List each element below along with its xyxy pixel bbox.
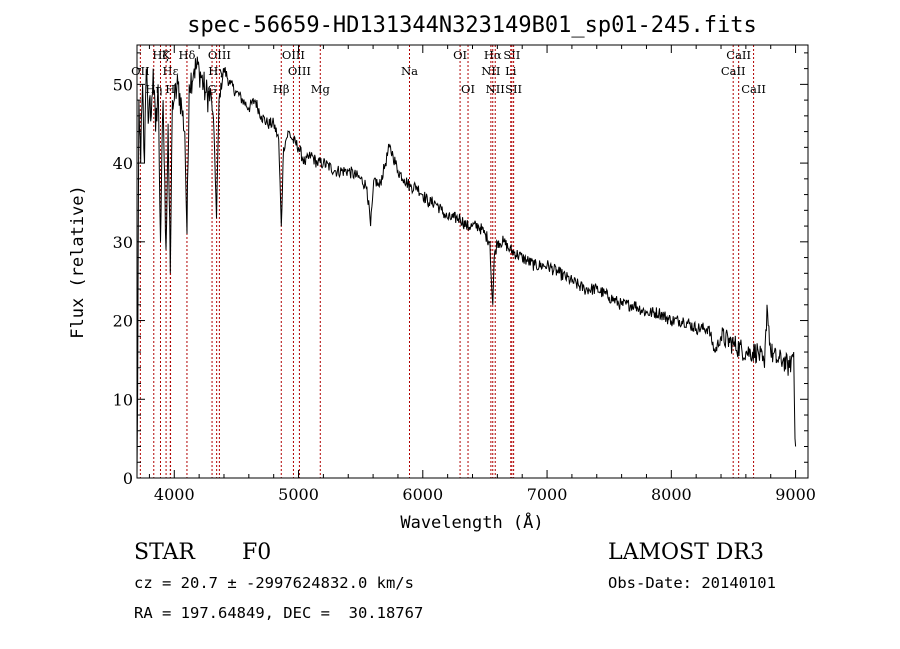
annotation-label: OI [461,82,475,96]
annotation-label: CaII [741,82,766,96]
annotation-label: NII [486,82,505,96]
x-axis-label: Wavelength (Å) [400,511,543,533]
annotation-label: NII [481,64,500,78]
object-class: STAR [134,540,195,565]
x-tick-label: 8000 [651,485,692,504]
annotation-label: OI [453,48,467,62]
y-tick-label: 40 [113,154,133,173]
annotation-label: G [207,82,216,96]
annotation-label: CaII [721,64,746,78]
annotation-label: Hβ [273,82,290,96]
x-tick-label: 6000 [402,485,443,504]
survey-name: LAMOST DR3 [608,540,764,565]
annotation-label: SII [503,48,520,62]
annotation-label: Mg [311,82,331,96]
x-tick-label: 9000 [775,485,816,504]
annotation-label: SII [505,82,522,96]
y-tick-label: 10 [113,390,133,409]
annotation-label: CaII [726,48,751,62]
y-tick-label: 0 [123,469,133,488]
annotation-label: H [165,82,175,96]
x-tick-label: 7000 [527,485,568,504]
y-tick-label: 20 [113,312,133,331]
annotation-label: Hγ [208,64,225,78]
annotation-label: Hζ [152,48,168,62]
object-subclass: F0 [242,540,272,565]
line-annotations: HζOIIHηHεKHHδGOIIIHγHβOIIIOIIIMgNaOIOIHα… [131,45,766,478]
chart-title: spec-56659-HD131344N323149B01_sp01-245.f… [187,13,757,38]
y-axis-label: Flux (relative) [68,185,88,339]
spectrum-line [136,56,797,475]
y-tick-label: 50 [113,75,133,94]
observation-date: Obs-Date: 20140101 [608,574,776,592]
annotation-label: OIII [288,64,311,78]
coordinates-text: RA = 197.64849, DEC = 30.18767 [134,604,424,622]
annotation-label: Hδ [178,48,195,62]
annotation-label: Li [505,64,517,78]
annotation-label: OIII [208,48,231,62]
plot-frame [136,44,809,479]
annotation-label: Na [401,64,418,78]
x-tick-label: 5000 [278,485,319,504]
x-tick-label: 4000 [154,485,195,504]
annotation-label: K [162,48,171,62]
y-tick-label: 30 [113,233,133,252]
annotation-label: OII [131,64,150,78]
redshift-text: cz = 20.7 ± -2997624832.0 km/s [134,574,414,592]
annotation-label: OIII [282,48,305,62]
annotation-label: Hα [484,48,502,62]
axis-ticks: 4000 5000 6000 7000 8000 9000 0 10 20 30 40 50 [113,45,816,504]
